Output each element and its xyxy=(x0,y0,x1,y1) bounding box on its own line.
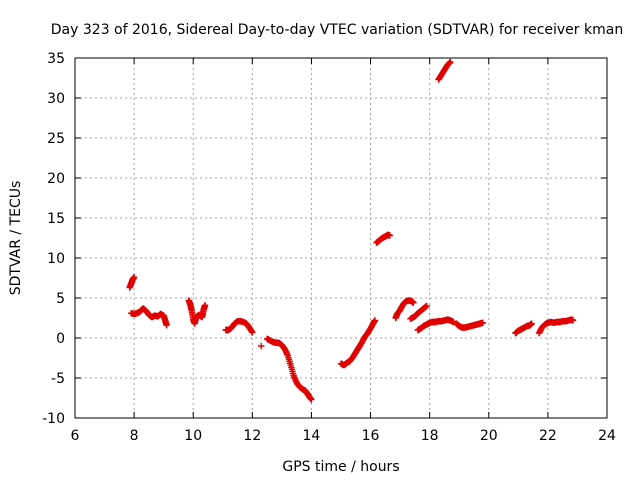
y-tick-label: 25 xyxy=(47,131,65,147)
x-tick-label: 16 xyxy=(362,428,380,444)
x-tick-label: 22 xyxy=(539,428,557,444)
plot-frame xyxy=(74,57,608,419)
y-tick-label: 35 xyxy=(47,51,65,67)
data-point xyxy=(163,322,170,329)
y-tick-label: -10 xyxy=(42,411,65,427)
x-tick-label: 10 xyxy=(184,428,202,444)
x-tick-label: 24 xyxy=(598,428,616,444)
x-tick-label: 14 xyxy=(303,428,321,444)
y-tick-label: 15 xyxy=(47,211,65,227)
x-tick-label: 18 xyxy=(421,428,439,444)
x-axis-label: GPS time / hours xyxy=(282,459,399,475)
data-point xyxy=(201,302,209,309)
chart-title: Day 323 of 2016, Sidereal Day-to-day VTE… xyxy=(51,22,623,38)
y-tick-label: 5 xyxy=(56,291,65,307)
x-tick-label: 6 xyxy=(71,428,80,444)
data-point xyxy=(479,319,487,326)
data-point xyxy=(371,317,379,324)
y-tick-label: 0 xyxy=(56,331,65,347)
x-tick-label: 12 xyxy=(243,428,261,444)
data-point xyxy=(447,58,454,66)
y-tick-label: -5 xyxy=(51,371,65,387)
data-point xyxy=(528,320,535,327)
data-point xyxy=(569,317,577,324)
axis-ticks xyxy=(74,57,608,419)
grid xyxy=(75,58,607,418)
data-points xyxy=(126,58,577,403)
x-tick-label: 20 xyxy=(480,428,498,444)
y-tick-label: 20 xyxy=(47,171,65,187)
data-point xyxy=(249,329,256,336)
x-tick-label: 8 xyxy=(130,428,139,444)
data-point xyxy=(423,302,430,310)
y-axis-label: SDTVAR / TECUs xyxy=(8,181,24,296)
y-tick-label: 10 xyxy=(47,251,65,267)
data-point xyxy=(258,342,265,350)
y-tick-label: 30 xyxy=(47,91,65,107)
tick-labels: 6 8 10 12 14 16 18 20 22 24 -10 -5 0 5 10 15 20 25 30 35 xyxy=(42,51,616,444)
data-point xyxy=(410,299,417,306)
data-point xyxy=(308,396,315,403)
data-point xyxy=(130,274,138,281)
data-point xyxy=(386,232,393,239)
